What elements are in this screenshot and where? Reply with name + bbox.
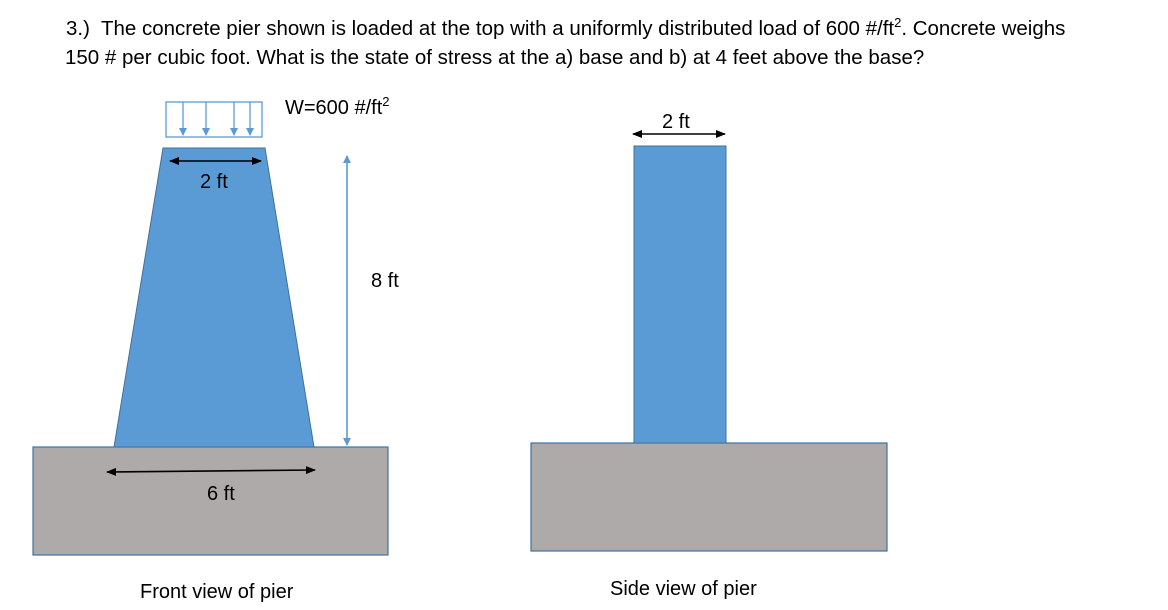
base-width-label: 6 ft	[207, 483, 235, 505]
problem-statement: 3.) The concrete pier shown is loaded at…	[65, 14, 1166, 72]
front-footing	[32, 446, 389, 556]
problem-line-2: 150 # per cubic foot. What is the state …	[65, 46, 925, 69]
problem-number: 3.)	[66, 17, 90, 40]
side-view: 2 ft Side view of pier	[530, 111, 888, 600]
side-pier	[633, 145, 727, 444]
front-view: W=600 #/ft2 2 ft 8 ft 6 ft Front view of…	[32, 94, 399, 603]
side-width-label: 2 ft	[662, 111, 690, 133]
base-width-dimension-arrow	[106, 466, 316, 476]
front-view-caption: Front view of pier	[140, 581, 294, 603]
side-view-caption: Side view of pier	[610, 578, 757, 600]
problem-line-1: 3.) The concrete pier shown is loaded at…	[66, 15, 1066, 40]
distributed-load-icon	[165, 101, 263, 138]
top-width-label: 2 ft	[200, 171, 228, 193]
front-pier	[113, 147, 315, 448]
load-label: W=600 #/ft2	[285, 94, 390, 119]
side-footing	[530, 442, 888, 552]
height-label: 8 ft	[371, 270, 399, 292]
